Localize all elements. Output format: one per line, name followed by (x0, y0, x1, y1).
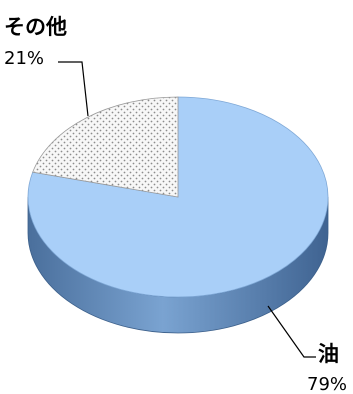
slice-value-oil: 79% (307, 374, 347, 394)
slice-value-other: 21% (4, 48, 44, 69)
slice-label-oil: 油 (318, 342, 339, 366)
pie-group (27, 96, 329, 334)
pie-slice-1 (32, 96, 179, 198)
leader-line-other (58, 61, 89, 117)
leader-line-oil (267, 305, 316, 358)
slice-labels: その他 21% 油 79% (4, 15, 347, 394)
slice-label-other: その他 (4, 15, 67, 39)
pie-tops (27, 96, 329, 298)
